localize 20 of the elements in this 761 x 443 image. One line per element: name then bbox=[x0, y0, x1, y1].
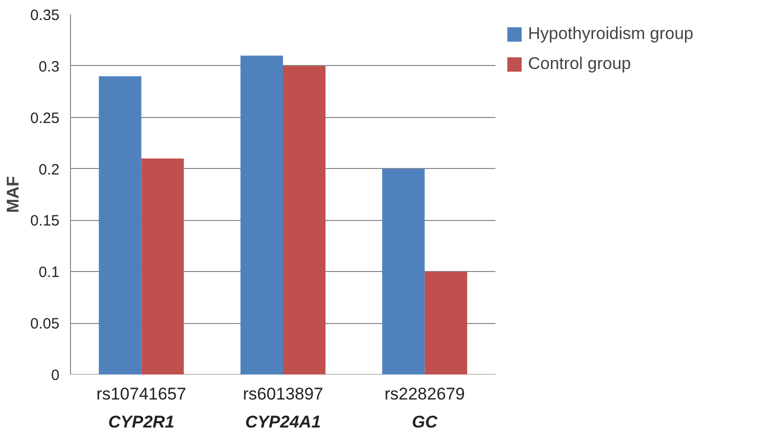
y-tick-label: 0.2 bbox=[38, 161, 60, 178]
bar bbox=[424, 272, 468, 374]
legend-label: Hypothyroidism group bbox=[528, 24, 694, 44]
y-tick-label: 0 bbox=[51, 367, 60, 384]
category-label: rs2282679 GC bbox=[384, 384, 465, 432]
bar bbox=[240, 56, 283, 374]
y-tick-label: 0.15 bbox=[30, 212, 60, 230]
category-label: rs10741657 CYP2R1 bbox=[96, 384, 186, 432]
y-axis-title: MAF bbox=[3, 176, 22, 213]
legend-label: Control group bbox=[528, 54, 632, 74]
bar bbox=[98, 76, 142, 374]
y-tick-label: 0.05 bbox=[30, 316, 60, 333]
category-label: rs6013897 CYP24A1 bbox=[242, 384, 324, 432]
y-tick-label: 0.25 bbox=[30, 110, 60, 127]
y-tick-label: 0.35 bbox=[30, 7, 60, 24]
bar bbox=[283, 66, 326, 374]
bar bbox=[141, 158, 184, 374]
y-tick-label: 0.1 bbox=[38, 264, 60, 282]
y-tick-label: 0.3 bbox=[38, 58, 60, 76]
bar bbox=[382, 168, 425, 374]
